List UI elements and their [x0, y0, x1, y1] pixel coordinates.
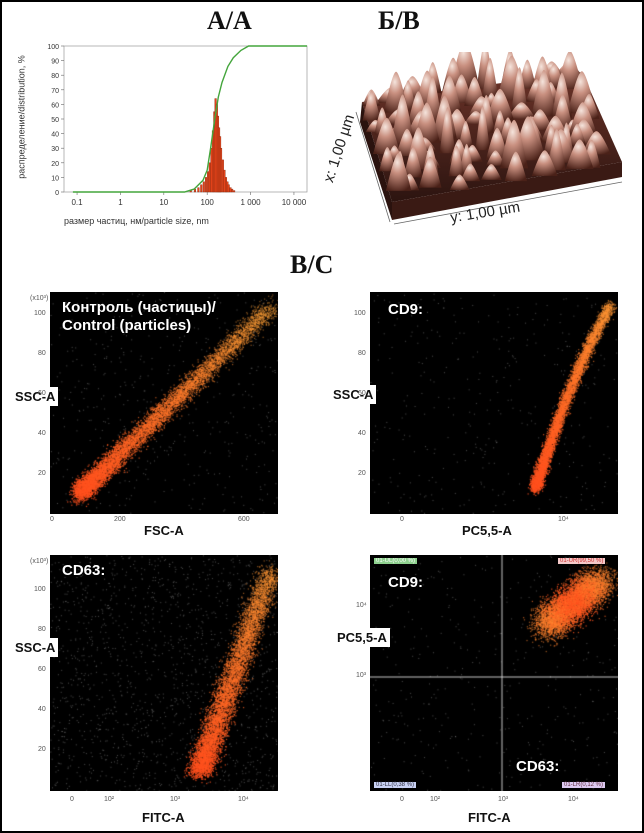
- histogram-bar: [231, 189, 233, 192]
- y-label-pc55: PC5,5-A: [334, 628, 390, 647]
- figure-page: А/А Б/В В/С 0.1 1 10 100 1 000 10 000 0 10 20 30 4…: [0, 0, 644, 833]
- afm-surface-image: x: 1,00 µm y: 1,00 µm: [332, 52, 632, 252]
- x-tick: 10²: [104, 796, 114, 803]
- x-tick-label: 10: [159, 198, 168, 207]
- panel-title-cd9: CD9:: [388, 574, 423, 592]
- y-tick: 80: [38, 626, 46, 633]
- cytometry-panel-cd9-cd63: CD9: CD63: PC5,5-A FITC-A 01-UL(0,00 %) …: [322, 550, 642, 830]
- y-tick: 60: [358, 390, 366, 397]
- histogram-bar: [203, 182, 205, 192]
- y-tick: 60: [38, 390, 46, 397]
- x-tick: 10⁴: [568, 796, 579, 803]
- y-tick-label: 20: [51, 161, 59, 168]
- x-axis-label: размер частиц, нм/particle size, nm: [64, 216, 209, 226]
- x-tick: 0: [50, 516, 54, 523]
- x-tick: 10³: [170, 796, 180, 803]
- x-label-fitc: FITC-A: [142, 810, 185, 825]
- y-tick: 80: [358, 350, 366, 357]
- x-label-fitc: FITC-A: [468, 810, 511, 825]
- x-tick-label: 1: [118, 198, 123, 207]
- y-tick-label: 30: [51, 146, 59, 153]
- y-tick: 100: [34, 310, 46, 317]
- cytometry-panel-cd63: CD63: SSC-A FITC-A (x10³) 0 10² 10³ 10⁴ …: [2, 550, 322, 830]
- cumulative-line: [73, 46, 307, 192]
- x-tick-label: 100: [201, 198, 215, 207]
- panel-title-cd9: CD9:: [388, 301, 423, 319]
- histogram-bar: [228, 185, 230, 192]
- y-tick: 100: [34, 586, 46, 593]
- title-line-1: Контроль (частицы)/: [62, 299, 216, 317]
- panel-title-control: Контроль (частицы)/ Control (particles): [62, 299, 216, 335]
- x-label-fsc: FSC-A: [144, 523, 184, 538]
- x-tick: 600: [238, 516, 250, 523]
- histogram-bar: [230, 188, 232, 192]
- y-tick-label: 50: [51, 117, 59, 124]
- y-tick: 20: [38, 746, 46, 753]
- y-tick-label: 100: [47, 44, 59, 51]
- quadrant-ur: 01-UR(99,50 %): [558, 558, 605, 564]
- y-label-ssc: SSC-A: [12, 638, 58, 657]
- y-label-ssc: SSC-A: [12, 387, 58, 406]
- quadrant-ul: 01-UL(0,00 %): [374, 558, 417, 564]
- y-tick: 20: [358, 470, 366, 477]
- y-tick: 10³: [356, 672, 366, 679]
- y-tick-label: 70: [51, 88, 59, 95]
- particle-size-chart: 0.1 1 10 100 1 000 10 000 0 10 20 30 40 50 60 70 80 90 1…: [2, 32, 322, 262]
- afm-surface-svg: [332, 52, 632, 252]
- title-line-2: Control (particles): [62, 317, 216, 335]
- x-tick: 10⁴: [238, 796, 249, 803]
- cytometry-panel-cd9: CD9: SSC-A PC5,5-A 0 10⁴ 20 40 60 80 100: [322, 287, 642, 547]
- x-tick: 200: [114, 516, 126, 523]
- x-tick: 10²: [430, 796, 440, 803]
- x-tick-label: 10 000: [282, 198, 307, 207]
- histogram-bar: [205, 177, 207, 192]
- quadrant-ll: 01-LL(0,38 %): [374, 782, 416, 788]
- y-tick-label: 60: [51, 102, 59, 109]
- y-tick-label: 80: [51, 73, 59, 80]
- quadrant-lr: 01-LR(0,12 %): [562, 782, 605, 788]
- y-tick: 80: [38, 350, 46, 357]
- y-axis-label: распределение/distribution, %: [17, 55, 27, 178]
- histogram-bar: [207, 172, 209, 192]
- y-tick: 40: [38, 430, 46, 437]
- cytometry-panel-control: Контроль (частицы)/ Control (particles) …: [2, 287, 322, 547]
- histogram-bar: [222, 160, 224, 192]
- x-tick-label: 0.1: [71, 198, 83, 207]
- y-tick-label: 10: [51, 175, 59, 182]
- plot-frame: [64, 46, 307, 192]
- scatter-plot-cd63: [50, 555, 278, 791]
- y-tick: 100: [354, 310, 366, 317]
- x-tick: 0: [400, 516, 404, 523]
- histogram-bar: [198, 188, 200, 192]
- y-tick: 40: [38, 706, 46, 713]
- y-tick-label: 0: [55, 190, 59, 197]
- y-unit: (x10³): [30, 295, 48, 302]
- y-tick: 10⁴: [356, 602, 367, 609]
- histogram-bar: [209, 163, 211, 192]
- panel-title-cd63: CD63:: [62, 562, 105, 580]
- particle-size-chart-svg: 0.1 1 10 100 1 000 10 000 0 10 20 30 40 50 60 70 80 90 1…: [2, 32, 322, 232]
- y-tick-label: 90: [51, 59, 59, 66]
- x-tick: 0: [400, 796, 404, 803]
- y-tick: 60: [38, 666, 46, 673]
- panel-title-b: Б/В: [378, 6, 420, 36]
- x-tick: 10⁴: [558, 516, 569, 523]
- x-tick-label: 1 000: [241, 198, 262, 207]
- panel-title-cd63: CD63:: [516, 758, 559, 776]
- x-label-pc55: PC5,5-A: [462, 523, 512, 538]
- histogram-bar: [220, 148, 222, 192]
- y-tick-label: 40: [51, 132, 59, 139]
- histogram-bar: [233, 191, 235, 192]
- y-label-ssc: SSC-A: [330, 385, 376, 404]
- y-tick: 20: [38, 470, 46, 477]
- y-unit: (x10³): [30, 558, 48, 565]
- histogram-bar: [200, 185, 202, 192]
- x-tick: 10³: [498, 796, 508, 803]
- x-tick: 0: [70, 796, 74, 803]
- scatter-plot-cd9: [370, 292, 618, 514]
- y-tick: 40: [358, 430, 366, 437]
